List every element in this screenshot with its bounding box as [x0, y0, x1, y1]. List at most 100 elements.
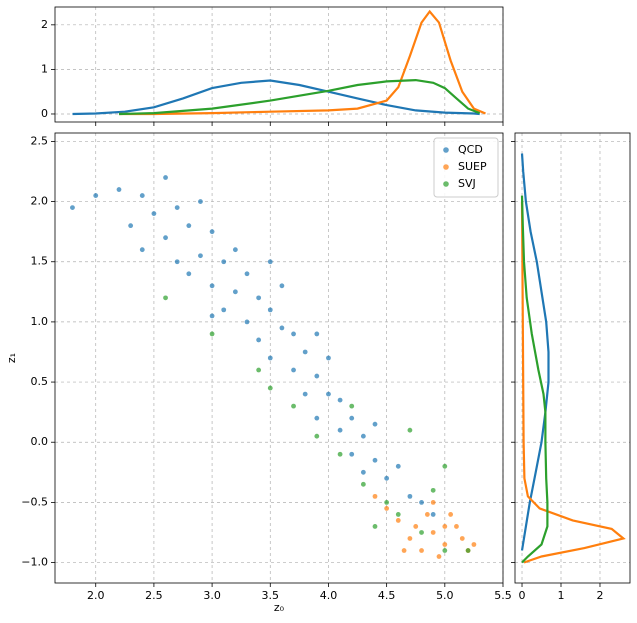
scatter-point: [302, 349, 308, 355]
x-tick-label: 3.0: [203, 589, 221, 602]
scatter-point: [163, 235, 168, 241]
scatter-point: [232, 289, 238, 295]
scatter-point: [174, 205, 180, 210]
scatter-point: [430, 499, 436, 505]
scatter-point: [70, 205, 75, 210]
y-tick-label: 0.0: [31, 435, 49, 448]
scatter-point: [244, 319, 250, 325]
scatter-point: [384, 475, 390, 481]
scatter-point: [384, 499, 390, 505]
scatter-point: [372, 493, 378, 499]
scatter-point: [93, 193, 99, 198]
y-tick-label: 0.5: [31, 375, 49, 388]
density-line: [119, 9, 486, 116]
x-tick-label: 5.5: [494, 589, 512, 602]
y-tick-label: 1.5: [31, 255, 49, 268]
scatter-point: [267, 385, 273, 391]
scatter-point: [139, 193, 145, 198]
y-tick-label: 1.0: [31, 315, 49, 328]
scatter-point: [337, 427, 343, 433]
scatter-point: [360, 469, 366, 475]
scatter-point: [314, 373, 320, 379]
legend-label: SVJ: [458, 177, 476, 190]
scatter-point: [244, 271, 250, 277]
scatter-point: [209, 331, 215, 337]
scatter-point: [314, 433, 320, 439]
density-line: [72, 79, 480, 116]
scatter-point: [209, 229, 215, 235]
plot-frame: [514, 132, 631, 584]
scatter-point: [360, 481, 366, 487]
scatter-point: [186, 223, 192, 229]
scatter-point: [163, 295, 168, 301]
scatter-point: [314, 331, 320, 337]
scatter-point: [430, 512, 436, 517]
scatter-point: [314, 415, 320, 421]
plot-frame: [54, 132, 504, 584]
y-tick-label: 1: [41, 62, 48, 75]
scatter-point: [279, 325, 285, 331]
scatter-point: [163, 175, 168, 180]
scatter-point: [198, 199, 203, 204]
scatter-point: [471, 542, 477, 547]
scatter-point: [419, 548, 424, 553]
density-line: [520, 153, 550, 551]
scatter-point: [291, 367, 296, 373]
scatter-point: [349, 403, 355, 409]
legend-box: [433, 137, 499, 198]
scatter-point: [139, 247, 145, 253]
x-tick-label: 2.0: [87, 589, 105, 602]
y-tick-label: 0: [41, 107, 48, 120]
scatter-point: [198, 253, 203, 259]
y-tick-label: −1.0: [21, 556, 48, 569]
scatter-point: [360, 433, 366, 439]
scatter-point: [372, 524, 378, 529]
scatter-point: [436, 554, 442, 559]
x-tick-label: 4.5: [378, 589, 396, 602]
legend-marker: [443, 147, 449, 153]
scatter-point: [395, 518, 401, 523]
scatter-point: [221, 259, 227, 265]
scatter-point: [448, 512, 454, 517]
x-axis-label: z₀: [274, 601, 285, 614]
scatter-point: [209, 283, 215, 289]
legend: QCD SUEP SVJ: [433, 137, 499, 198]
scatter-point: [407, 493, 413, 499]
scatter-point: [442, 524, 448, 529]
scatter-point: [413, 524, 419, 529]
scatter-point: [419, 499, 424, 505]
scatter-point: [267, 259, 273, 265]
scatter-point: [267, 307, 273, 313]
x-tick-label: 3.5: [262, 589, 280, 602]
y-tick-label: 2: [41, 18, 48, 31]
scatter-point: [384, 506, 390, 511]
y-tick-label: 2.5: [31, 134, 49, 147]
scatter-point: [128, 223, 134, 229]
y-tick-label: 2.0: [31, 195, 49, 208]
scatter-point: [116, 187, 122, 192]
scatter-point: [349, 451, 355, 457]
scatter-point: [442, 463, 448, 469]
scatter-point: [232, 247, 238, 253]
scatter-point: [151, 211, 157, 217]
density-line: [118, 78, 481, 116]
scatter-point: [395, 463, 401, 469]
scatter-point: [349, 415, 355, 421]
scatter-point: [267, 355, 273, 361]
scatter-point: [430, 530, 436, 535]
scatter-point: [256, 367, 262, 373]
scatter-point: [407, 427, 413, 433]
scatter-point: [424, 512, 430, 517]
scatter-point: [186, 271, 192, 277]
x-tick-label: 5.0: [436, 589, 454, 602]
scatter-point: [291, 403, 296, 409]
y-tick-label: −0.5: [21, 495, 48, 508]
scatter-point: [407, 536, 413, 541]
legend-marker: [443, 164, 449, 170]
scatter-point: [326, 391, 331, 397]
scatter-point: [337, 451, 343, 457]
scatter-point: [459, 536, 465, 541]
scatter-point: [395, 512, 401, 517]
scatter-point: [372, 457, 378, 463]
